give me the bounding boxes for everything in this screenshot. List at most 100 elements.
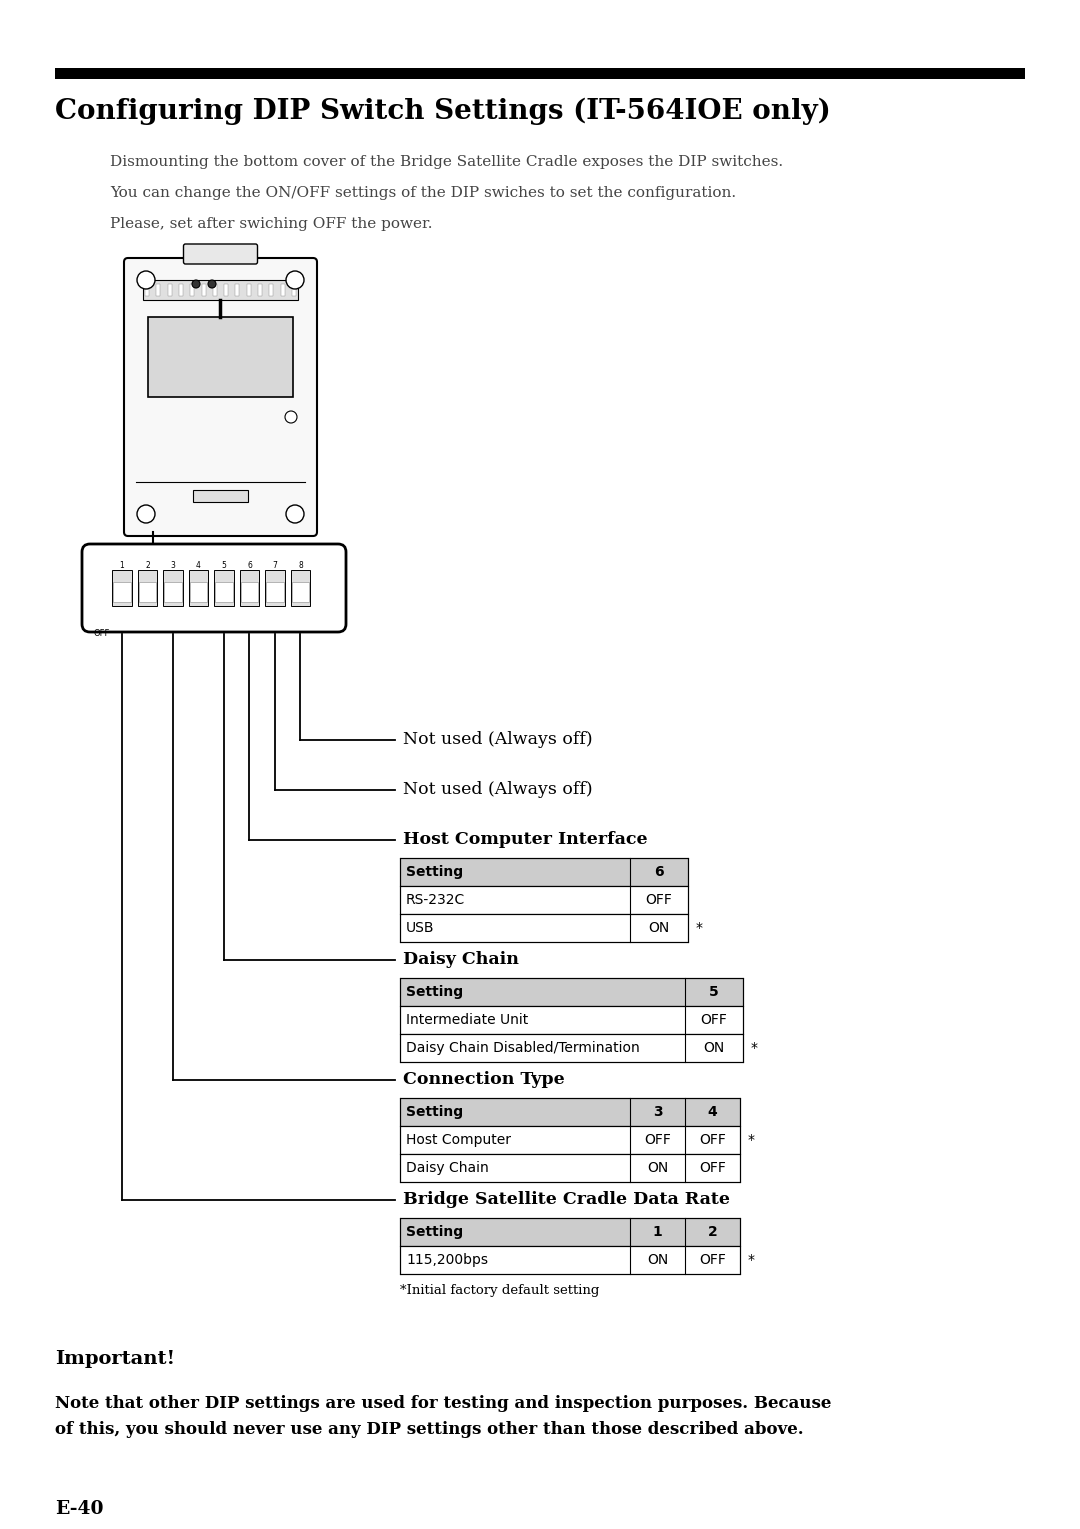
Bar xyxy=(148,317,293,398)
Text: Not used (Always off): Not used (Always off) xyxy=(403,731,593,749)
Bar xyxy=(164,583,181,602)
Text: *: * xyxy=(748,1252,755,1268)
Circle shape xyxy=(286,505,303,523)
Text: 1: 1 xyxy=(120,561,124,570)
Bar xyxy=(266,583,284,602)
Bar xyxy=(193,489,248,502)
Bar xyxy=(145,284,149,297)
Text: Bridge Satellite Cradle Data Rate: Bridge Satellite Cradle Data Rate xyxy=(403,1191,730,1208)
Text: 2: 2 xyxy=(145,561,150,570)
Text: 4: 4 xyxy=(707,1105,717,1119)
FancyBboxPatch shape xyxy=(82,544,346,631)
Bar xyxy=(292,583,309,602)
Text: Setting: Setting xyxy=(406,1105,463,1119)
Bar xyxy=(189,583,207,602)
Bar xyxy=(400,1219,740,1246)
Bar xyxy=(400,1006,743,1034)
Text: 6: 6 xyxy=(654,865,664,879)
Text: Not used (Always off): Not used (Always off) xyxy=(403,781,593,798)
Text: *: * xyxy=(696,920,703,936)
Text: RS-232C: RS-232C xyxy=(406,893,465,907)
Circle shape xyxy=(286,271,303,289)
Text: Host Computer: Host Computer xyxy=(406,1133,511,1147)
Bar xyxy=(241,583,258,602)
Bar xyxy=(240,570,259,605)
Text: 2: 2 xyxy=(707,1225,717,1238)
Bar xyxy=(190,284,194,297)
Text: ON: ON xyxy=(703,1041,725,1055)
Text: Note that other DIP settings are used for testing and inspection purposes. Becau: Note that other DIP settings are used fo… xyxy=(55,1394,832,1439)
Text: OFF: OFF xyxy=(94,628,110,638)
Text: 115,200bps: 115,200bps xyxy=(406,1252,488,1268)
Bar xyxy=(269,284,273,297)
Bar xyxy=(138,583,157,602)
Bar xyxy=(400,914,688,942)
Bar xyxy=(235,284,240,297)
Text: Intermediate Unit: Intermediate Unit xyxy=(406,1014,528,1027)
Bar xyxy=(400,885,688,914)
Bar xyxy=(400,858,688,885)
Text: ON: ON xyxy=(648,920,670,936)
Bar xyxy=(246,284,251,297)
Text: OFF: OFF xyxy=(701,1014,728,1027)
Text: OFF: OFF xyxy=(699,1133,726,1147)
Bar xyxy=(225,284,228,297)
Text: Setting: Setting xyxy=(406,865,463,879)
Bar xyxy=(400,1154,740,1182)
Bar xyxy=(55,67,1025,80)
Bar xyxy=(215,583,233,602)
Text: ON: ON xyxy=(647,1252,669,1268)
Text: *Initial factory default setting: *Initial factory default setting xyxy=(400,1284,599,1297)
Text: Host Computer Interface: Host Computer Interface xyxy=(403,832,648,849)
Circle shape xyxy=(208,280,216,287)
Bar xyxy=(112,570,132,605)
Bar xyxy=(137,570,158,605)
Bar xyxy=(179,284,183,297)
FancyBboxPatch shape xyxy=(124,258,318,537)
Bar xyxy=(400,1125,740,1154)
Text: Important!: Important! xyxy=(55,1350,175,1368)
Circle shape xyxy=(137,505,156,523)
Bar xyxy=(213,284,217,297)
Text: 5: 5 xyxy=(710,985,719,998)
Bar xyxy=(400,979,743,1006)
Text: Configuring DIP Switch Settings (IT-564IOE only): Configuring DIP Switch Settings (IT-564I… xyxy=(55,98,831,125)
Bar xyxy=(214,570,234,605)
Text: 3: 3 xyxy=(652,1105,662,1119)
Text: 6: 6 xyxy=(247,561,252,570)
Bar xyxy=(265,570,285,605)
Bar xyxy=(143,280,298,300)
Text: OFF: OFF xyxy=(646,893,673,907)
Circle shape xyxy=(192,280,200,287)
Circle shape xyxy=(285,411,297,424)
Bar xyxy=(157,284,160,297)
Bar xyxy=(163,570,183,605)
Bar xyxy=(400,1246,740,1274)
Text: OFF: OFF xyxy=(644,1133,671,1147)
Text: E-40: E-40 xyxy=(55,1500,104,1518)
Text: Please, set after swiching OFF the power.: Please, set after swiching OFF the power… xyxy=(110,217,432,231)
Circle shape xyxy=(137,271,156,289)
Bar xyxy=(113,583,131,602)
Text: Setting: Setting xyxy=(406,985,463,998)
Text: 7: 7 xyxy=(272,561,278,570)
Bar xyxy=(167,284,172,297)
Bar xyxy=(400,1034,743,1063)
Text: Dismounting the bottom cover of the Bridge Satellite Cradle exposes the DIP swit: Dismounting the bottom cover of the Brid… xyxy=(110,154,783,170)
Text: *: * xyxy=(751,1041,758,1055)
FancyBboxPatch shape xyxy=(184,245,257,265)
Text: You can change the ON/OFF settings of the DIP swiches to set the configuration.: You can change the ON/OFF settings of th… xyxy=(110,187,737,200)
Text: USB: USB xyxy=(406,920,434,936)
Bar xyxy=(400,1098,740,1125)
Text: Daisy Chain Disabled/Termination: Daisy Chain Disabled/Termination xyxy=(406,1041,639,1055)
Text: OFF: OFF xyxy=(699,1161,726,1174)
Text: 4: 4 xyxy=(195,561,201,570)
Text: ON: ON xyxy=(647,1161,669,1174)
Text: 1: 1 xyxy=(652,1225,662,1238)
Bar xyxy=(202,284,205,297)
Text: OFF: OFF xyxy=(699,1252,726,1268)
Text: 5: 5 xyxy=(221,561,227,570)
Bar xyxy=(291,570,310,605)
Bar xyxy=(189,570,208,605)
Bar xyxy=(281,284,285,297)
